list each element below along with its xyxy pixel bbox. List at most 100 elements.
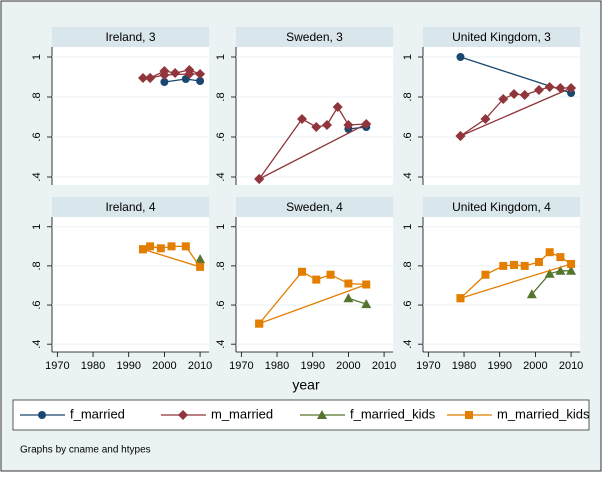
marker [555, 265, 566, 275]
legend-label: f_married [70, 406, 125, 421]
y-tick-label: .8 [215, 261, 227, 270]
x-tick-label: 2000 [152, 360, 176, 372]
marker [556, 253, 565, 262]
x-tick-label: 2000 [336, 360, 360, 372]
marker [332, 102, 343, 112]
marker [480, 114, 491, 124]
marker [312, 275, 321, 284]
x-tick-label: 1990 [116, 360, 140, 372]
marker [498, 94, 509, 104]
panel-header [423, 197, 580, 217]
x-tick-label: 2010 [559, 360, 583, 372]
plot-area [423, 47, 580, 185]
panel-header [423, 27, 580, 47]
marker [566, 265, 577, 275]
marker [145, 73, 156, 83]
marker [159, 70, 170, 80]
marker [362, 280, 371, 289]
panel-header [236, 197, 393, 217]
x-tick-label: 1980 [265, 360, 289, 372]
x-tick-label: 2010 [188, 360, 212, 372]
legend-marker [38, 411, 46, 419]
marker [156, 244, 165, 253]
series-line [460, 251, 573, 299]
y-tick-label: .6 [31, 132, 43, 141]
x-tick-label: 1970 [45, 360, 69, 372]
marker [326, 270, 335, 279]
marker [137, 73, 148, 83]
marker [566, 83, 577, 93]
legend-label: m_married_kids [497, 406, 590, 421]
marker [146, 242, 155, 251]
marker [255, 319, 264, 328]
legend-marker [178, 410, 188, 420]
marker [520, 261, 529, 270]
y-tick-label: .4 [215, 340, 227, 349]
marker [481, 270, 490, 279]
y-tick-label: 1 [31, 224, 43, 230]
y-tick-label: 1 [215, 224, 227, 230]
x-tick-label: 1990 [487, 360, 511, 372]
marker [311, 122, 322, 132]
marker [508, 89, 519, 99]
marker [456, 53, 465, 61]
y-tick-label: .8 [402, 261, 414, 270]
legend-label: f_married_kids [350, 406, 436, 421]
y-tick-label: .4 [215, 172, 227, 181]
marker [167, 242, 176, 251]
series-line [531, 270, 572, 295]
plot-area [52, 47, 209, 185]
x-tick-label: 1980 [81, 360, 105, 372]
panel-title: United Kingdom, 3 [452, 30, 551, 44]
plot-area [52, 217, 209, 352]
y-tick-label: .4 [31, 340, 43, 349]
marker [545, 248, 554, 257]
marker [195, 254, 206, 264]
panel-title: Ireland, 4 [105, 200, 155, 214]
x-tick-label: 1970 [416, 360, 440, 372]
marker [533, 85, 544, 95]
panel-title: Sweden, 4 [286, 200, 343, 214]
marker [509, 260, 518, 269]
marker [297, 114, 308, 124]
x-tick-label: 2010 [372, 360, 396, 372]
y-tick-label: .4 [402, 172, 414, 181]
y-tick-label: 1 [402, 54, 414, 60]
marker [456, 294, 465, 303]
marker [298, 267, 307, 276]
panel-header [52, 197, 209, 217]
marker [361, 299, 372, 309]
y-tick-label: .6 [402, 300, 414, 309]
panel-title: United Kingdom, 4 [452, 200, 551, 214]
marker [526, 289, 537, 299]
x-tick-label: 2000 [523, 360, 547, 372]
legend-marker [465, 411, 473, 419]
panel-header [52, 27, 209, 47]
x-axis-label: year [292, 377, 320, 393]
note: Graphs by cname and htypes [20, 445, 151, 456]
marker [195, 69, 206, 79]
marker [254, 174, 265, 184]
x-tick-label: 1990 [300, 360, 324, 372]
marker [499, 261, 508, 270]
legend-marker [317, 410, 327, 419]
marker [138, 245, 147, 254]
marker [343, 293, 354, 303]
plot-area [236, 47, 393, 185]
y-tick-label: .6 [402, 132, 414, 141]
y-tick-label: .8 [31, 92, 43, 101]
plot-area [423, 217, 580, 352]
marker [344, 279, 353, 288]
marker [544, 268, 555, 278]
marker [519, 90, 530, 100]
y-tick-label: 1 [402, 224, 414, 230]
panel-title: Sweden, 3 [286, 30, 343, 44]
x-tick-label: 1970 [229, 360, 253, 372]
panel-title: Ireland, 3 [105, 30, 155, 44]
y-tick-label: .4 [402, 340, 414, 349]
marker [567, 259, 576, 268]
marker [361, 119, 372, 129]
y-tick-label: .8 [31, 261, 43, 270]
marker [160, 78, 169, 86]
